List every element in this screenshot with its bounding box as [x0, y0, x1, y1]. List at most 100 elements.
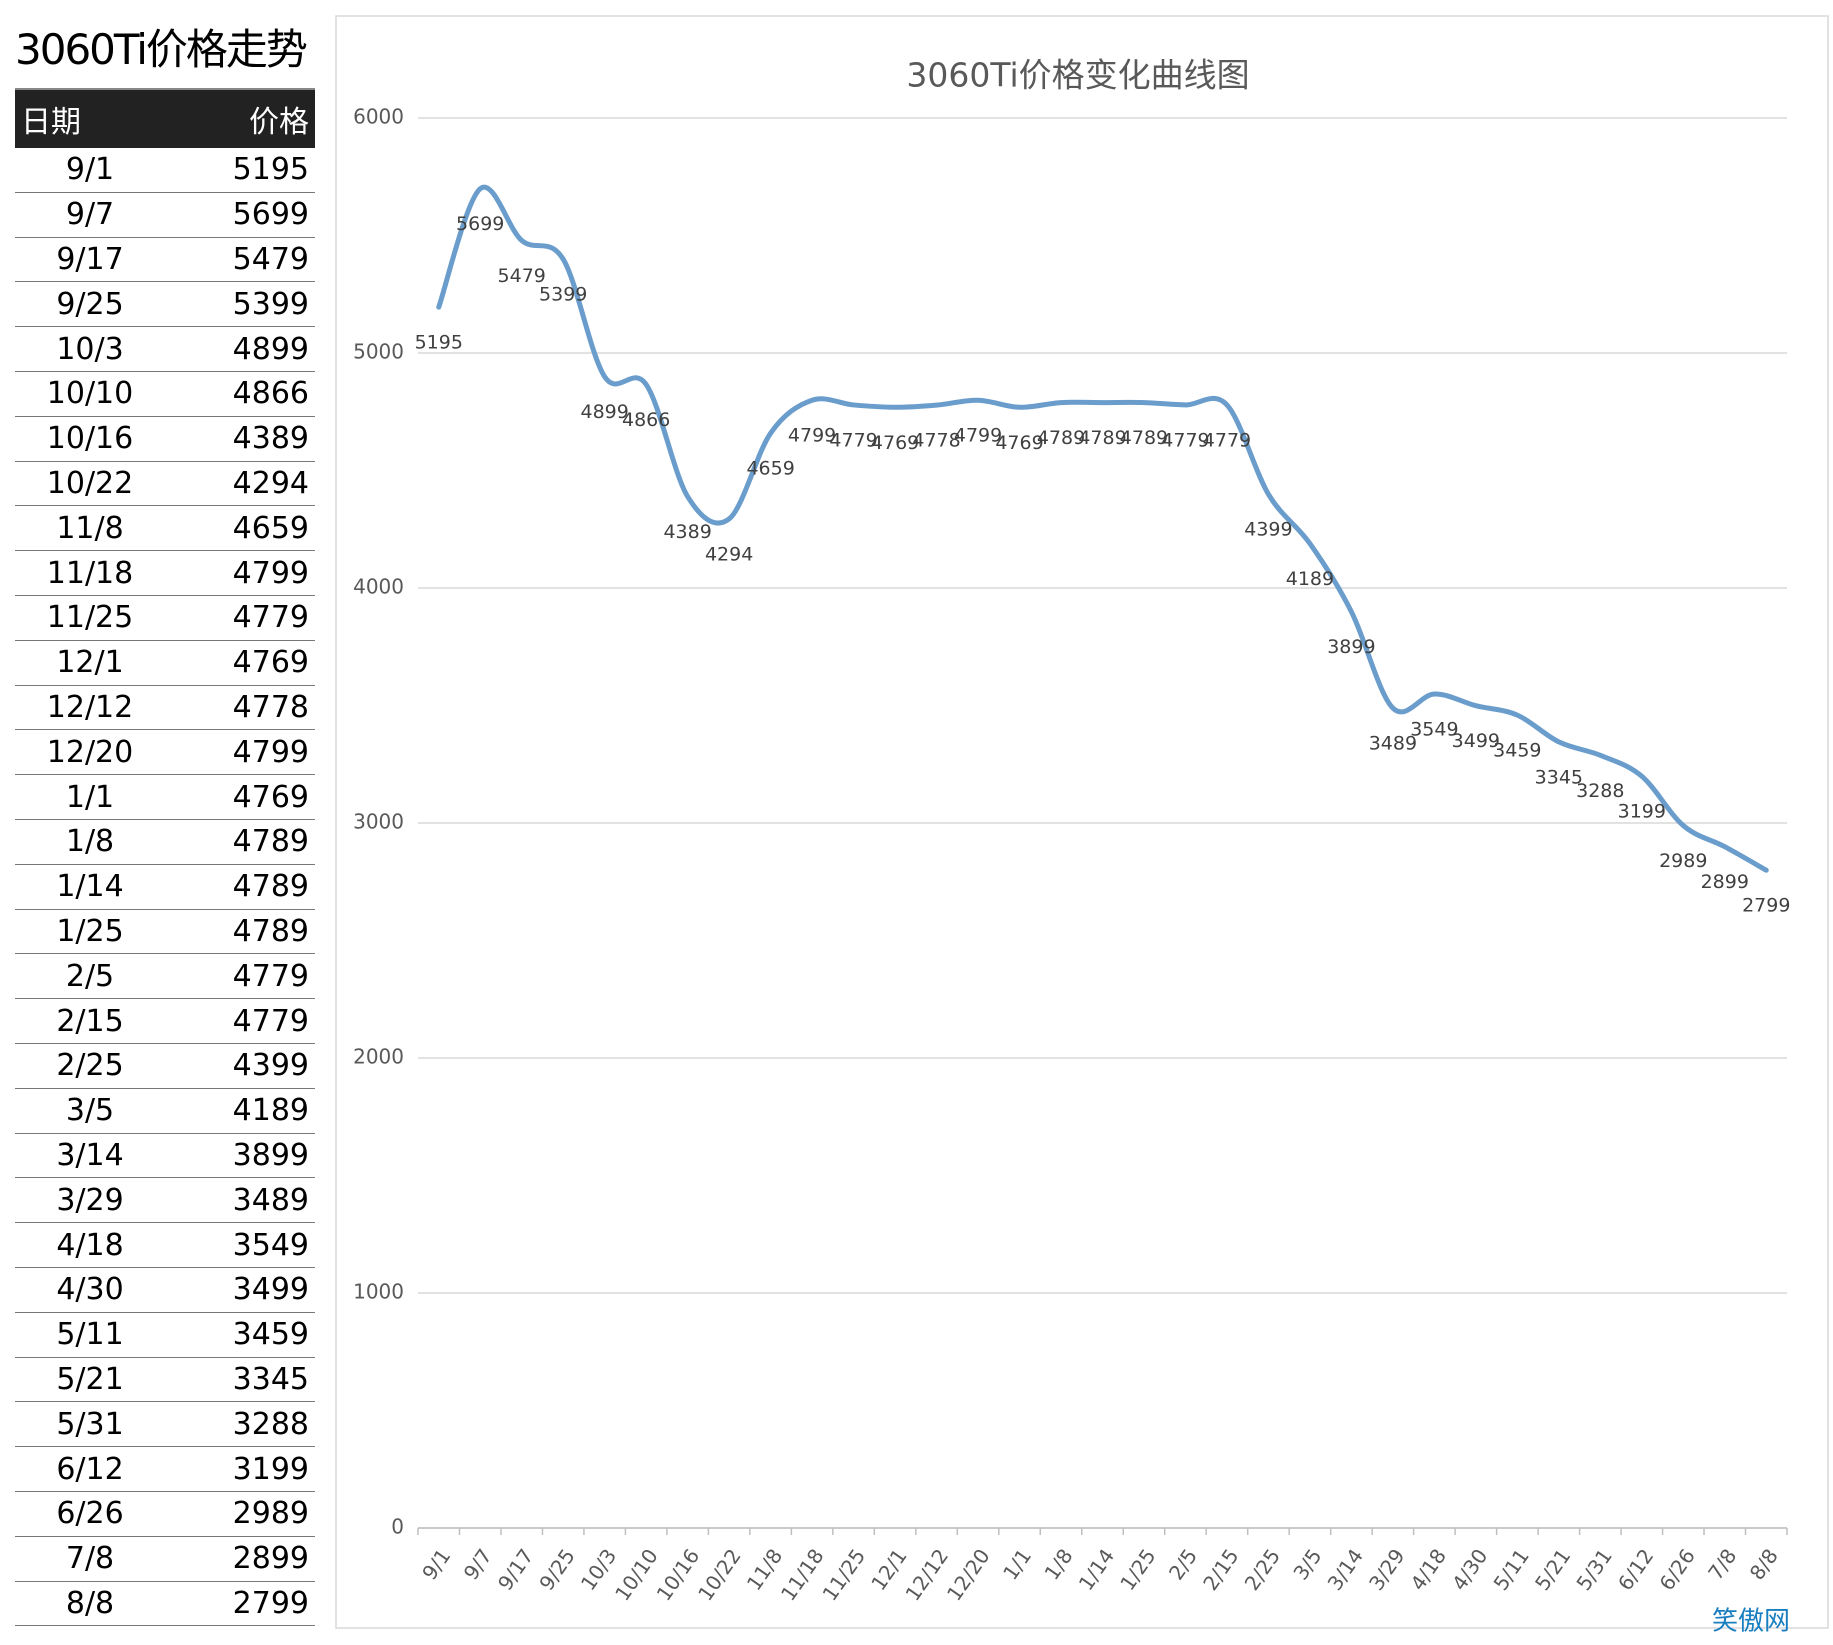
- table-row: 2/15 4779: [15, 999, 315, 1044]
- price-cell: 3459: [232, 1317, 309, 1353]
- date-cell: 3/14: [56, 1137, 124, 1173]
- data-label: 3549: [1410, 718, 1458, 740]
- data-label: 4189: [1286, 568, 1334, 590]
- date-cell: 10/10: [46, 376, 134, 412]
- price-cell: 4399: [232, 1048, 309, 1084]
- data-label: 4899: [581, 401, 629, 423]
- date-cell: 1/14: [56, 869, 124, 905]
- data-label: 3199: [1618, 801, 1666, 823]
- x-tick-label: 9/17: [493, 1544, 538, 1595]
- date-cell: 4/30: [56, 1272, 124, 1308]
- date-cell: 12/1: [56, 645, 124, 681]
- table-row: 10/22 4294: [15, 462, 315, 507]
- price-cell: 4769: [232, 645, 309, 681]
- data-label: 4769: [871, 432, 919, 454]
- price-cell: 5399: [232, 286, 309, 322]
- date-cell: 10/3: [56, 331, 124, 367]
- data-label: 3499: [1452, 730, 1500, 752]
- date-cell: 5/11: [56, 1317, 124, 1353]
- date-cell: 3/5: [65, 1093, 115, 1129]
- price-cell: 3899: [232, 1137, 309, 1173]
- data-label: 5195: [415, 332, 463, 354]
- price-cell: 4789: [232, 869, 309, 905]
- x-tick-label: 1/25: [1115, 1544, 1160, 1595]
- data-label: 4389: [663, 521, 711, 543]
- table-row: 6/26 2989: [15, 1492, 315, 1537]
- table-row: 2/25 4399: [15, 1044, 315, 1089]
- date-cell: 11/18: [46, 555, 134, 591]
- table-row: 12/1 4769: [15, 641, 315, 686]
- price-cell: 4789: [232, 913, 309, 949]
- table-row: 11/25 4779: [15, 596, 315, 641]
- date-cell: 1/8: [65, 824, 115, 860]
- price-cell: 4294: [232, 465, 309, 501]
- table-row: 3/14 3899: [15, 1134, 315, 1179]
- y-tick-label: 5000: [353, 340, 404, 364]
- price-cell: 4779: [232, 958, 309, 994]
- date-cell: 9/17: [56, 241, 124, 277]
- data-label: 4789: [1037, 427, 1085, 449]
- price-cell: 3199: [232, 1451, 309, 1487]
- x-tick-label: 1/8: [1039, 1544, 1077, 1584]
- price-cell: 4779: [232, 600, 309, 636]
- x-tick-label: 12/20: [942, 1544, 995, 1605]
- table-row: 9/1 5195: [15, 148, 315, 193]
- price-cell: 4389: [232, 421, 309, 457]
- y-tick-label: 0: [391, 1515, 404, 1539]
- column-header: 日期: [21, 105, 81, 140]
- data-label: 4779: [1203, 429, 1251, 451]
- data-label: 4799: [954, 425, 1002, 447]
- x-tick-label: 9/1: [417, 1544, 455, 1584]
- data-label: 3899: [1327, 636, 1375, 658]
- table-row: 11/18 4799: [15, 551, 315, 596]
- date-cell: 10/16: [46, 421, 134, 457]
- x-tick-label: 6/26: [1654, 1544, 1699, 1595]
- price-cell: 5195: [232, 152, 309, 188]
- y-tick-label: 1000: [353, 1280, 404, 1304]
- data-label: 3288: [1576, 780, 1624, 802]
- y-tick-label: 3000: [353, 810, 404, 834]
- data-label: 3459: [1493, 740, 1541, 762]
- price-cell: 3288: [232, 1406, 309, 1442]
- table-row: 11/8 4659: [15, 506, 315, 552]
- x-tick-label: 5/11: [1489, 1544, 1534, 1595]
- date-cell: 4/18: [56, 1227, 124, 1263]
- watermark: 笑傲网: [1712, 1607, 1790, 1637]
- x-tick-label: 3/29: [1364, 1544, 1409, 1595]
- data-label: 4866: [622, 409, 670, 431]
- table-row: 12/12 4778: [15, 686, 315, 731]
- price-cell: 4769: [232, 779, 309, 815]
- price-cell: 2989: [232, 1496, 309, 1532]
- data-label: 4659: [746, 458, 794, 480]
- table-row: 7/8 2899: [15, 1537, 315, 1582]
- price-cell: 2899: [232, 1541, 309, 1577]
- x-tick-label: 5/21: [1530, 1544, 1575, 1595]
- table-row: 1/25 4789: [15, 910, 315, 955]
- x-tick-label: 10/10: [610, 1544, 663, 1605]
- date-cell: 6/26: [56, 1496, 124, 1532]
- price-cell: 4779: [232, 1003, 309, 1039]
- table-row: 9/25 5399: [15, 282, 315, 328]
- date-cell: 8/8: [65, 1585, 115, 1621]
- data-label: 4779: [1161, 429, 1209, 451]
- data-label: 4769: [995, 432, 1043, 454]
- table-row: 6/12 3199: [15, 1447, 315, 1492]
- price-cell: 4659: [232, 510, 309, 546]
- price-table: 3060Ti价格走势 日期 价格 9/1 5195 9/7 5699 9/17 5479 9…: [15, 0, 315, 1627]
- table-row: 10/16 4389: [15, 417, 315, 462]
- table-row: 5/11 3459: [15, 1313, 315, 1358]
- date-cell: 1/25: [56, 913, 124, 949]
- table-row: 1/14 4789: [15, 865, 315, 910]
- price-cell: 3345: [232, 1361, 309, 1397]
- table-header: 日期 价格: [15, 88, 315, 148]
- x-tick-label: 11/18: [776, 1544, 829, 1605]
- price-cell: 2799: [232, 1585, 309, 1621]
- x-tick-label: 1/1: [998, 1544, 1036, 1584]
- table-row: 5/21 3345: [15, 1358, 315, 1403]
- price-cell: 3499: [232, 1272, 309, 1308]
- x-tick-label: 3/5: [1288, 1544, 1326, 1584]
- x-tick-label: 3/14: [1323, 1544, 1368, 1595]
- date-cell: 9/7: [65, 197, 115, 233]
- data-label: 4294: [705, 543, 753, 565]
- table-row: 4/18 3549: [15, 1223, 315, 1268]
